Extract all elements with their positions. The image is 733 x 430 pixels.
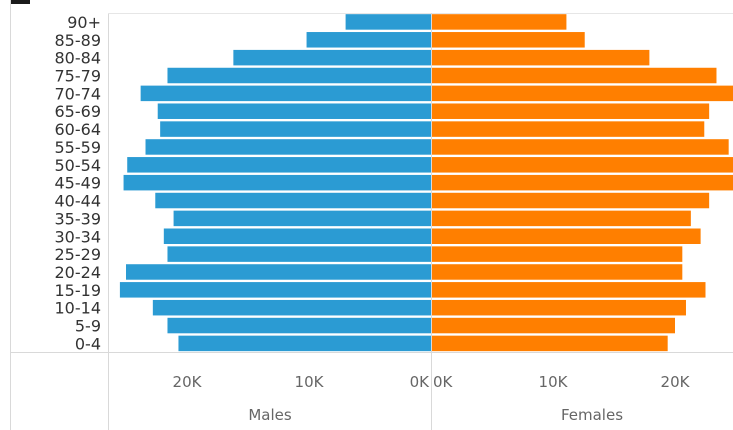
- male-bar[interactable]: [167, 317, 432, 334]
- female-bar[interactable]: [431, 121, 705, 137]
- male-bar[interactable]: [178, 335, 431, 352]
- female-bar[interactable]: [431, 335, 668, 352]
- male-bar[interactable]: [173, 210, 431, 227]
- female-bar[interactable]: [431, 174, 733, 191]
- female-bar[interactable]: [431, 67, 717, 84]
- male-bar[interactable]: [160, 121, 431, 137]
- female-bar[interactable]: [431, 317, 675, 334]
- male-bar[interactable]: [152, 299, 431, 316]
- x-tick-label-males: 20K: [173, 373, 203, 391]
- male-bar[interactable]: [306, 32, 431, 48]
- age-group-label: 20-24: [55, 263, 102, 282]
- x-tick-label-females: 10K: [539, 373, 569, 391]
- age-group-label: 30-34: [55, 227, 102, 246]
- x-axis-title-males: Males: [248, 406, 292, 424]
- female-bar[interactable]: [431, 299, 686, 316]
- male-bar[interactable]: [119, 282, 432, 298]
- male-bar[interactable]: [233, 49, 431, 66]
- x-tick-label-males: 0K: [410, 373, 431, 391]
- female-bar[interactable]: [431, 192, 710, 209]
- age-group-label: 15-19: [55, 281, 102, 300]
- female-bar[interactable]: [431, 49, 650, 66]
- male-bar[interactable]: [123, 174, 431, 191]
- male-bar[interactable]: [140, 85, 431, 102]
- age-group-label: 80-84: [55, 49, 102, 68]
- age-group-label: 60-64: [55, 120, 102, 139]
- male-bar[interactable]: [163, 228, 431, 245]
- x-tick-label-males: 10K: [295, 373, 325, 391]
- female-bar[interactable]: [431, 32, 585, 48]
- female-bar[interactable]: [431, 282, 706, 298]
- male-bar[interactable]: [167, 67, 432, 84]
- female-bar[interactable]: [431, 264, 683, 280]
- age-group-label: 40-44: [55, 192, 102, 211]
- female-bar[interactable]: [431, 228, 701, 245]
- age-group-label: 0-4: [75, 334, 101, 353]
- age-group-label: 85-89: [55, 31, 102, 50]
- female-bar[interactable]: [431, 210, 691, 227]
- female-bar[interactable]: [431, 139, 729, 155]
- age-group-label: 70-74: [55, 84, 102, 103]
- female-bar[interactable]: [431, 85, 733, 102]
- male-bar[interactable]: [345, 14, 431, 30]
- male-bar[interactable]: [145, 139, 431, 155]
- age-group-label: 5-9: [75, 317, 101, 336]
- age-group-label: 10-14: [55, 299, 102, 318]
- age-group-label: 55-59: [55, 138, 102, 157]
- female-bar[interactable]: [431, 14, 567, 30]
- age-group-label: 35-39: [55, 209, 102, 228]
- age-group-label: 50-54: [55, 156, 102, 175]
- age-group-label: 90+: [67, 13, 101, 32]
- female-bar[interactable]: [431, 246, 683, 262]
- age-group-label: 65-69: [55, 102, 102, 121]
- female-bar[interactable]: [431, 157, 733, 173]
- x-tick-label-females: 20K: [661, 373, 691, 391]
- male-bar[interactable]: [127, 157, 431, 173]
- x-axis-title-females: Females: [561, 406, 623, 424]
- age-group-label: 75-79: [55, 67, 102, 86]
- x-tick-label-females: 0K: [433, 373, 454, 391]
- female-bar[interactable]: [431, 103, 710, 119]
- male-bar[interactable]: [157, 103, 431, 119]
- male-bar[interactable]: [155, 192, 431, 209]
- male-bar[interactable]: [126, 264, 431, 280]
- age-group-label: 45-49: [55, 174, 102, 193]
- male-bar[interactable]: [167, 246, 432, 262]
- age-group-label: 25-29: [55, 245, 102, 264]
- chart-title-fragment: [10, 0, 30, 4]
